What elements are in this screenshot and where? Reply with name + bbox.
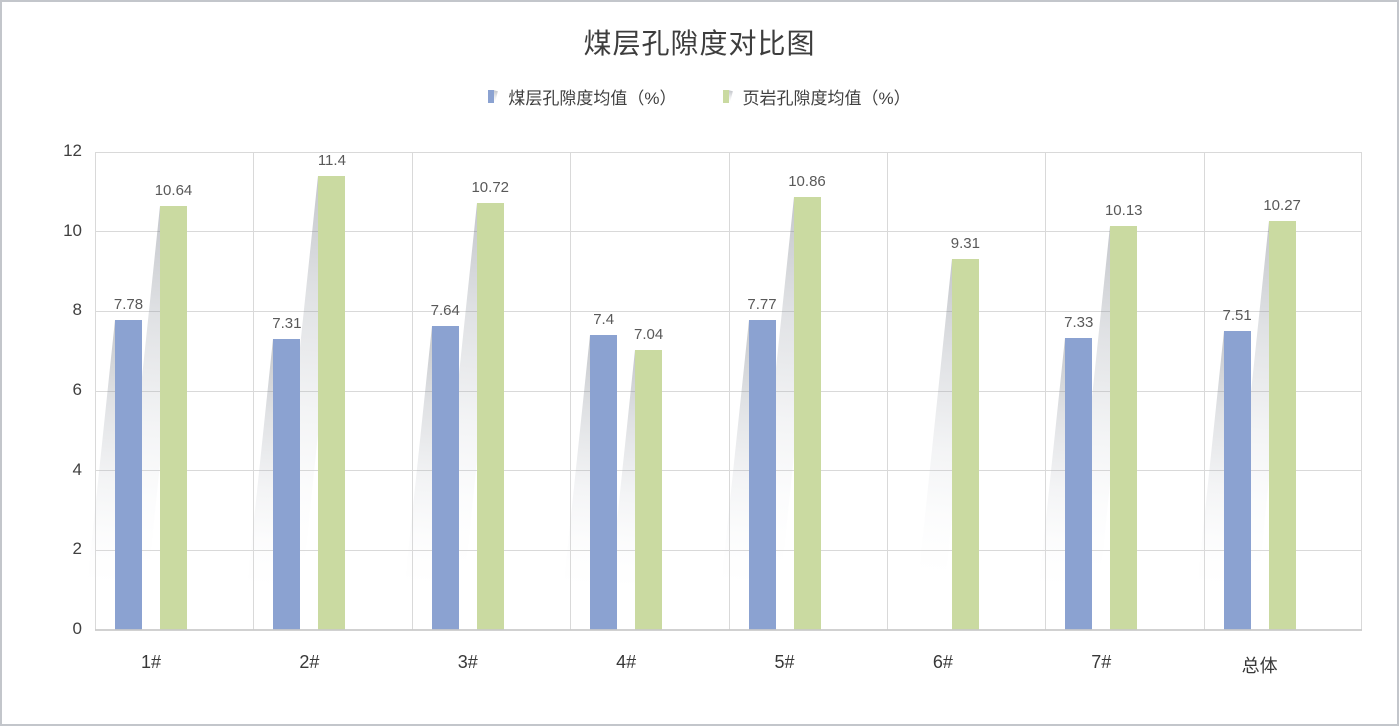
marker-bar	[488, 90, 495, 103]
data-label: 10.86	[788, 173, 826, 191]
bar-shale-7#	[1110, 226, 1138, 630]
legend-item-shale: 页岩孔隙度均值（%）	[722, 84, 911, 109]
shale-series-marker-icon	[722, 90, 735, 103]
chart-title: 煤层孔隙度对比图	[583, 28, 816, 59]
plot-area: 7.78 7.31 7.64 7.4 7.77 7.33 7.51 10.64 11.4 10.7…	[82, 151, 1362, 632]
data-label: 9.31	[950, 235, 980, 253]
data-label: 7.31	[272, 314, 302, 332]
bar-coal-5#	[748, 320, 776, 630]
data-label: 10.72	[471, 178, 510, 196]
x-tick-label: 1#	[140, 652, 162, 672]
gridline-vertical	[729, 152, 730, 630]
bar-coal-4#	[590, 335, 618, 630]
data-label: 7.51	[1222, 306, 1252, 324]
bar-shale-4#	[635, 349, 663, 630]
data-label: 7.78	[113, 296, 144, 314]
bar-coal-1#	[115, 320, 142, 630]
gridline-vertical	[570, 152, 571, 630]
y-tick-label: 2	[72, 539, 82, 559]
gridline-horizontal	[95, 390, 1362, 392]
bar-shale-6#	[951, 259, 979, 630]
data-label: 11.4	[317, 151, 346, 169]
gridline-horizontal	[95, 231, 1362, 233]
x-tick-label: 6#	[932, 652, 953, 672]
data-label: 10.64	[154, 182, 193, 200]
coal-series-marker-icon	[488, 90, 500, 103]
gridline-vertical	[1361, 152, 1362, 630]
y-tick-label: 4	[72, 459, 82, 479]
x-tick-label: 2#	[299, 652, 320, 672]
gridline-horizontal	[95, 151, 1362, 153]
bar-coal-3#	[431, 325, 459, 630]
gridline-vertical	[1204, 152, 1205, 630]
y-tick-label: 8	[72, 300, 82, 320]
gridline-horizontal	[95, 310, 1362, 312]
gridline-vertical	[887, 152, 888, 630]
gridline-vertical	[412, 152, 413, 630]
x-tick-label: 4#	[616, 652, 637, 672]
gridline-vertical	[1045, 152, 1046, 630]
data-label: 7.33	[1064, 314, 1094, 332]
x-tick-label: 7#	[1091, 652, 1112, 672]
x-axis-line	[95, 629, 1362, 631]
bar-coal-2#	[273, 338, 301, 630]
legend-label-shale: 页岩孔隙度均值（%）	[742, 89, 911, 108]
y-tick-label: 12	[63, 141, 82, 160]
bar-coal-7#	[1065, 338, 1093, 630]
bar-shale-5#	[793, 197, 821, 630]
legend: 煤层孔隙度均值（%） 页岩孔隙度均值（%）	[2, 84, 1397, 109]
gridline-horizontal	[95, 549, 1362, 551]
y-tick-label: 10	[63, 220, 82, 240]
data-label: 7.77	[747, 296, 777, 314]
x-tick-label: 3#	[457, 652, 478, 672]
data-label: 10.27	[1263, 196, 1301, 214]
data-label: 7.04	[634, 325, 664, 343]
bar-shale-1#	[160, 206, 187, 630]
data-label: 7.64	[430, 301, 460, 319]
data-label: 7.4	[593, 311, 615, 329]
bar-shale-2#	[318, 175, 346, 630]
gridline-horizontal	[95, 470, 1362, 472]
legend-item-coal: 煤层孔隙度均值（%）	[488, 84, 677, 109]
marker-bar	[722, 90, 729, 103]
y-tick-label: 6	[72, 380, 82, 399]
bar-coal-总体	[1223, 330, 1251, 630]
bar-shale-总体	[1268, 220, 1296, 630]
x-tick-label: 总体	[1241, 656, 1278, 676]
y-tick-label: 0	[72, 619, 82, 638]
data-label: 10.13	[1104, 202, 1143, 220]
bar-shale-3#	[476, 202, 504, 630]
legend-label-coal: 煤层孔隙度均值（%）	[508, 89, 677, 108]
gridline-vertical	[253, 152, 254, 630]
gridline-vertical	[95, 152, 96, 630]
x-tick-label: 5#	[774, 652, 795, 672]
